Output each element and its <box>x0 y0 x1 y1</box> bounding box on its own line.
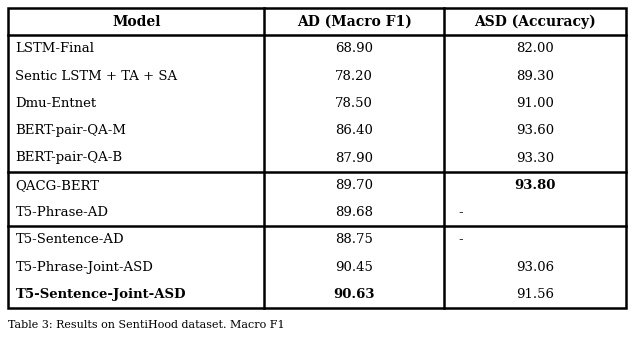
Text: Model: Model <box>112 15 160 29</box>
Text: BERT-pair-QA-M: BERT-pair-QA-M <box>15 124 126 137</box>
Text: 91.56: 91.56 <box>516 288 554 301</box>
Text: LSTM-Final: LSTM-Final <box>15 42 94 55</box>
Text: T5-Sentence-AD: T5-Sentence-AD <box>15 233 124 246</box>
Text: 78.20: 78.20 <box>335 70 373 83</box>
Text: 87.90: 87.90 <box>335 152 373 165</box>
Text: 93.60: 93.60 <box>516 124 554 137</box>
Text: -: - <box>458 233 463 246</box>
Text: 89.30: 89.30 <box>516 70 554 83</box>
Text: Table 3: Results on SentiHood dataset. Macro F1: Table 3: Results on SentiHood dataset. M… <box>8 320 285 330</box>
Text: 93.80: 93.80 <box>514 179 555 192</box>
Text: 93.30: 93.30 <box>516 152 554 165</box>
Text: 89.70: 89.70 <box>335 179 373 192</box>
Text: 91.00: 91.00 <box>516 97 553 110</box>
Text: -: - <box>458 206 463 219</box>
Text: T5-Phrase-Joint-ASD: T5-Phrase-Joint-ASD <box>15 261 153 274</box>
Text: 88.75: 88.75 <box>335 233 373 246</box>
Text: BERT-pair-QA-B: BERT-pair-QA-B <box>15 152 122 165</box>
Text: 90.63: 90.63 <box>333 288 375 301</box>
Text: Sentic LSTM + TA + SA: Sentic LSTM + TA + SA <box>15 70 178 83</box>
Text: ASD (Accuracy): ASD (Accuracy) <box>474 14 596 29</box>
Text: 90.45: 90.45 <box>335 261 373 274</box>
Text: 86.40: 86.40 <box>335 124 373 137</box>
Text: AD (Macro F1): AD (Macro F1) <box>297 15 411 29</box>
Text: 68.90: 68.90 <box>335 42 373 55</box>
Text: T5-Phrase-AD: T5-Phrase-AD <box>15 206 108 219</box>
Text: T5-Sentence-Joint-ASD: T5-Sentence-Joint-ASD <box>15 288 186 301</box>
Text: 82.00: 82.00 <box>516 42 553 55</box>
Text: QACG-BERT: QACG-BERT <box>15 179 100 192</box>
Bar <box>8 8 626 308</box>
Text: 89.68: 89.68 <box>335 206 373 219</box>
Text: 78.50: 78.50 <box>335 97 373 110</box>
Text: Dmu-Entnet: Dmu-Entnet <box>15 97 96 110</box>
Text: 93.06: 93.06 <box>516 261 554 274</box>
